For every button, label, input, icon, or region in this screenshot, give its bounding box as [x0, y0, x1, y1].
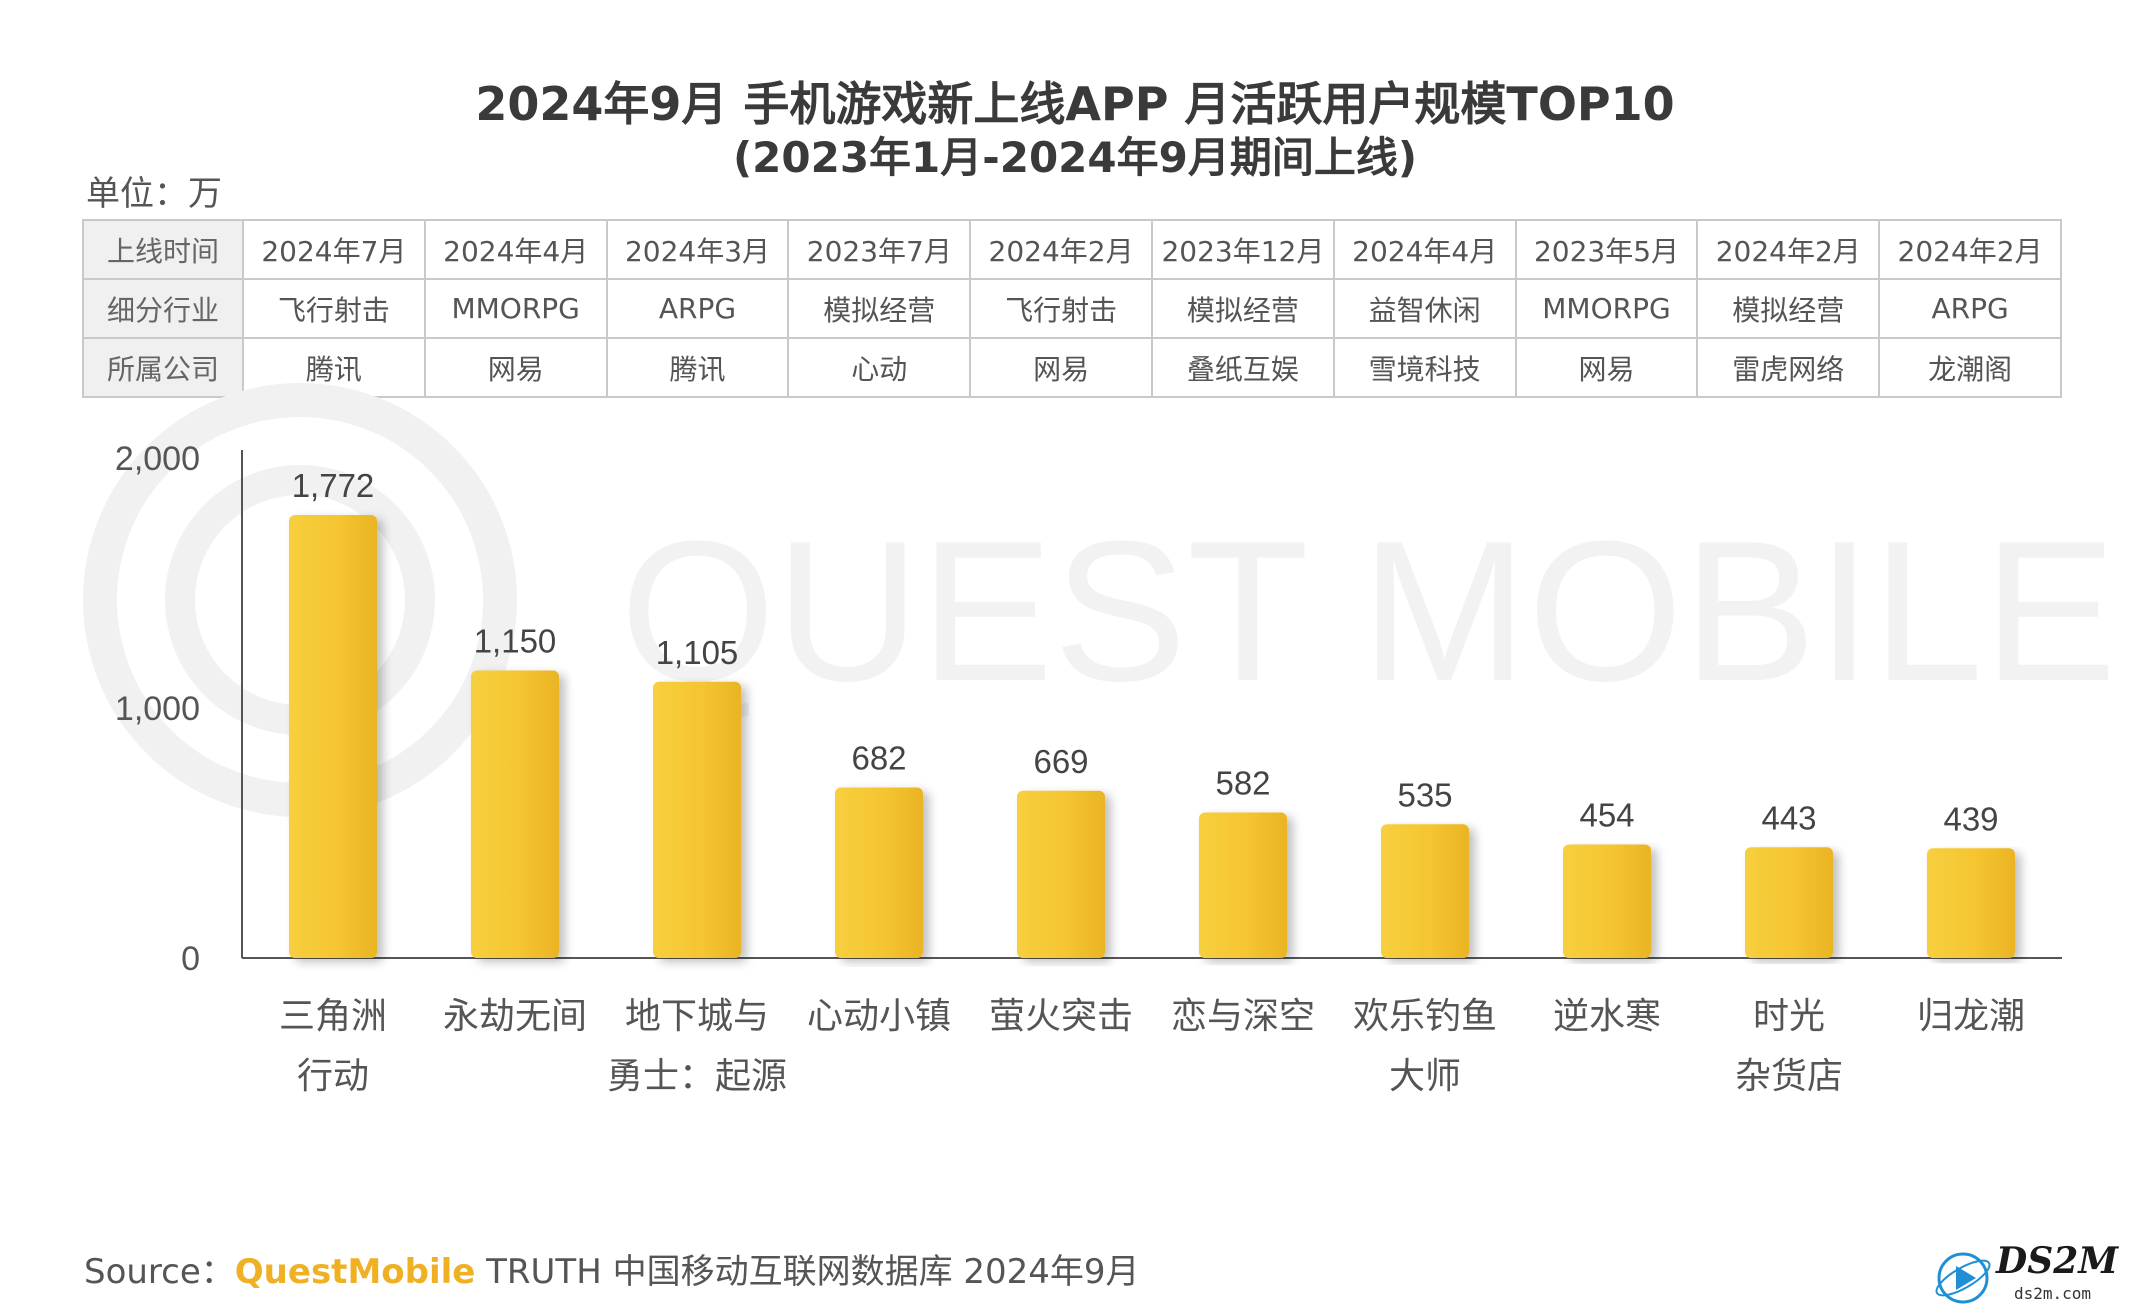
logo-icon [1935, 1252, 1991, 1304]
logo-text: DS2M [1996, 1240, 2119, 1282]
info-cell-launch: 2024年7月 [242, 219, 426, 280]
data-label: 439 [1943, 800, 1998, 837]
chart-subtitle: (2023年1月-2024年9月期间上线) [732, 133, 1418, 182]
data-label: 1,772 [292, 467, 375, 504]
info-cell-company: 心动 [787, 337, 972, 398]
data-label: 669 [1033, 743, 1088, 780]
info-cell-company: 网易 [1514, 337, 1699, 398]
info-cell-company: 叠纸互娱 [1150, 337, 1335, 398]
bar [835, 787, 923, 958]
x-tick-label: 萤火突击 [989, 996, 1133, 1037]
bar [653, 681, 741, 958]
x-tick-label: 逆水寒 [1553, 996, 1661, 1037]
data-label: 443 [1761, 799, 1816, 836]
x-tick-label: 三角洲 [279, 996, 387, 1037]
info-cell-company: 网易 [969, 337, 1153, 398]
y-tick-label: 1,000 [115, 690, 200, 728]
info-cell-launch: 2024年4月 [423, 219, 608, 280]
info-cell-launch: 2024年4月 [1332, 219, 1517, 280]
info-cell-genre: ARPG [605, 278, 790, 339]
x-tick-label: 大师 [1389, 1056, 1461, 1097]
watermark-text: QUEST MOBILE [620, 500, 2117, 723]
data-label: 535 [1397, 776, 1452, 813]
x-tick-label: 行动 [297, 1056, 369, 1097]
info-cell-company: 网易 [423, 337, 608, 398]
source-text: TRUTH 中国移动互联网数据库 2024年9月 [475, 1252, 1140, 1292]
bar [1199, 812, 1287, 958]
info-cell-genre: 模拟经营 [1696, 278, 1881, 339]
data-label: 582 [1215, 765, 1270, 802]
x-tick-label: 恋与深空 [1171, 996, 1315, 1037]
info-cell-launch: 2024年2月 [1696, 219, 1881, 280]
info-row-header: 所属公司 [82, 337, 244, 398]
bar [1017, 790, 1105, 958]
info-row-launch: 上线时间 2024年7月 2024年4月 2024年3月 2023年7月 2024年2月 2… [82, 219, 2062, 280]
info-cell-launch: 2024年2月 [1878, 219, 2062, 280]
info-cell-genre: MMORPG [423, 278, 608, 339]
logo-domain: ds2m.com [2014, 1284, 2092, 1303]
info-row-company: 所属公司 腾讯 网易 腾讯 心动 网易 叠纸互娱 雪境科技 网易 雷虎网络 龙潮阁 [82, 337, 2062, 398]
bar [1927, 848, 2015, 958]
data-label: 682 [851, 740, 906, 777]
x-tick-label: 心动小镇 [807, 996, 951, 1037]
info-cell-company: 龙潮阁 [1878, 337, 2062, 398]
info-cell-genre: 益智休闲 [1332, 278, 1517, 339]
chart-title: 2024年9月 手机游戏新上线APP 月活跃用户规模TOP10 [475, 77, 1675, 131]
source-prefix: Source： [84, 1252, 235, 1292]
bar [471, 670, 559, 958]
bar [1745, 847, 1833, 958]
x-tick-label: 归龙潮 [1917, 996, 2025, 1037]
source-brand: QuestMobile [234, 1252, 476, 1292]
info-row-header: 细分行业 [82, 278, 244, 339]
info-cell-genre: 飞行射击 [969, 278, 1153, 339]
y-tick-label: 0 [181, 940, 200, 978]
x-tick-label: 勇士：起源 [607, 1056, 787, 1097]
info-cell-launch: 2023年12月 [1150, 219, 1335, 280]
info-cell-genre: ARPG [1878, 278, 2062, 339]
bar [1563, 844, 1651, 958]
bar [289, 515, 377, 958]
info-cell-genre: MMORPG [1514, 278, 1699, 339]
x-tick-label: 欢乐钓鱼 [1353, 996, 1497, 1037]
info-cell-launch: 2024年3月 [605, 219, 790, 280]
y-tick-label: 2,000 [115, 440, 200, 478]
data-label: 1,105 [656, 634, 739, 671]
info-cell-launch: 2023年5月 [1514, 219, 1699, 280]
ds2m-logo: DS2M ds2m.com [1930, 1240, 2150, 1314]
info-cell-genre: 模拟经营 [787, 278, 972, 339]
info-cell-company: 雷虎网络 [1696, 337, 1881, 398]
info-row-header: 上线时间 [82, 219, 244, 280]
x-tick-label: 时光 [1753, 996, 1825, 1037]
data-label: 1,150 [474, 623, 557, 660]
info-cell-launch: 2024年2月 [969, 219, 1153, 280]
unit-label: 单位：万 [86, 174, 222, 214]
info-cell-company: 雪境科技 [1332, 337, 1517, 398]
info-cell-genre: 模拟经营 [1150, 278, 1335, 339]
x-tick-label: 杂货店 [1735, 1056, 1843, 1097]
info-cell-genre: 飞行射击 [242, 278, 426, 339]
bar [1381, 824, 1469, 958]
info-cell-launch: 2023年7月 [787, 219, 972, 280]
info-table: 上线时间 2024年7月 2024年4月 2024年3月 2023年7月 2024年2月 2… [82, 219, 2062, 398]
info-cell-company: 腾讯 [605, 337, 790, 398]
info-row-genre: 细分行业 飞行射击 MMORPG ARPG 模拟经营 飞行射击 模拟经营 益智休闲 MMORPG… [82, 278, 2062, 339]
x-tick-label: 地下城与 [625, 996, 769, 1037]
x-tick-label: 永劫无间 [443, 996, 587, 1037]
watermark: QUEST MOBILE [83, 383, 2117, 817]
data-label: 454 [1579, 797, 1634, 834]
source-note: Source：QuestMobile TRUTH 中国移动互联网数据库 2024… [84, 1244, 1140, 1293]
